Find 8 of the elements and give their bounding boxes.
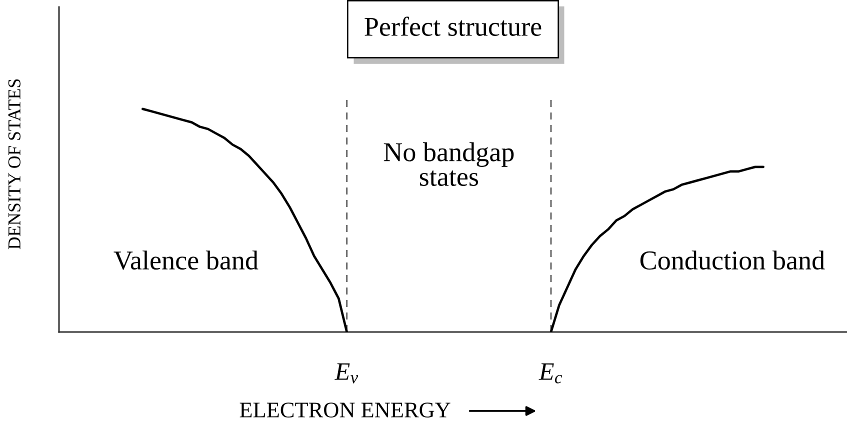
series-label: Valence band xyxy=(114,250,258,270)
annotation: No bandgap states xyxy=(384,142,514,186)
y-axis-title: DENSITY OF STATES xyxy=(8,79,20,250)
series-label: Conduction band xyxy=(640,250,825,270)
x-axis-title: ELECTRON ENERGY xyxy=(240,402,450,418)
chart-title: Perfect structure xyxy=(364,16,542,36)
x-tick-label: E$_{v}$ xyxy=(334,363,358,384)
x-tick-label: E$_{c}$ xyxy=(538,363,562,384)
